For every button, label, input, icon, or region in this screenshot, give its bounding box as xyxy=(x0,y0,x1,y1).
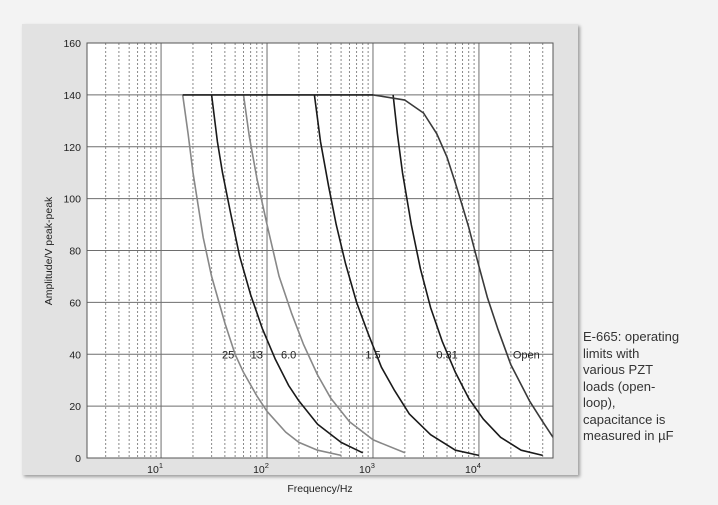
plot-frame xyxy=(86,42,554,459)
y-tick-label: 0 xyxy=(75,453,81,465)
series-group xyxy=(181,94,554,457)
curve-label-Open: Open xyxy=(513,349,540,361)
x-tick-exponent: 4 xyxy=(477,461,481,470)
x-tick-exponent: 3 xyxy=(371,461,375,470)
curve-label-0.31: 0.31 xyxy=(436,349,457,361)
curve-label-13: 13 xyxy=(251,349,263,361)
series-line-0.31 xyxy=(392,94,543,457)
curve-label-25: 25 xyxy=(222,349,234,361)
y-tick-label: 140 xyxy=(63,90,81,102)
curve-label-6.0: 6.0 xyxy=(281,349,296,361)
tick-labels: 0 20 40 60 80 100 120 140 160 101 102 103 104 xyxy=(63,38,480,476)
series-line-13 xyxy=(210,94,364,454)
y-tick-label: 100 xyxy=(63,194,81,206)
x-axis-title: Frequency/Hz xyxy=(287,483,352,495)
series-line-6.0 xyxy=(242,94,406,454)
series-line-25 xyxy=(181,94,342,457)
x-tick-label: 104 xyxy=(465,461,481,476)
series-line-Open xyxy=(372,94,554,438)
x-tick-label: 101 xyxy=(147,461,163,476)
x-tick-label: 103 xyxy=(359,461,375,476)
curve-label-1.5: 1.5 xyxy=(365,349,380,361)
y-tick-label: 20 xyxy=(69,401,81,413)
figure-caption: E-665: operating limits with various PZT… xyxy=(583,329,680,443)
x-tick-exponent: 1 xyxy=(159,461,163,470)
y-tick-label: 120 xyxy=(63,142,81,154)
y-tick-label: 160 xyxy=(63,38,81,50)
series-line-1.5 xyxy=(313,94,480,457)
y-axis-title: Amplitude/V peak-peak xyxy=(43,196,55,305)
y-tick-label: 40 xyxy=(69,349,81,361)
y-tick-label: 80 xyxy=(69,246,81,258)
x-tick-exponent: 2 xyxy=(265,461,269,470)
y-tick-label: 60 xyxy=(69,297,81,309)
curve-labels: 25 13 6.0 1.5 0.31 Open xyxy=(222,349,540,361)
x-tick-label: 102 xyxy=(253,461,269,476)
